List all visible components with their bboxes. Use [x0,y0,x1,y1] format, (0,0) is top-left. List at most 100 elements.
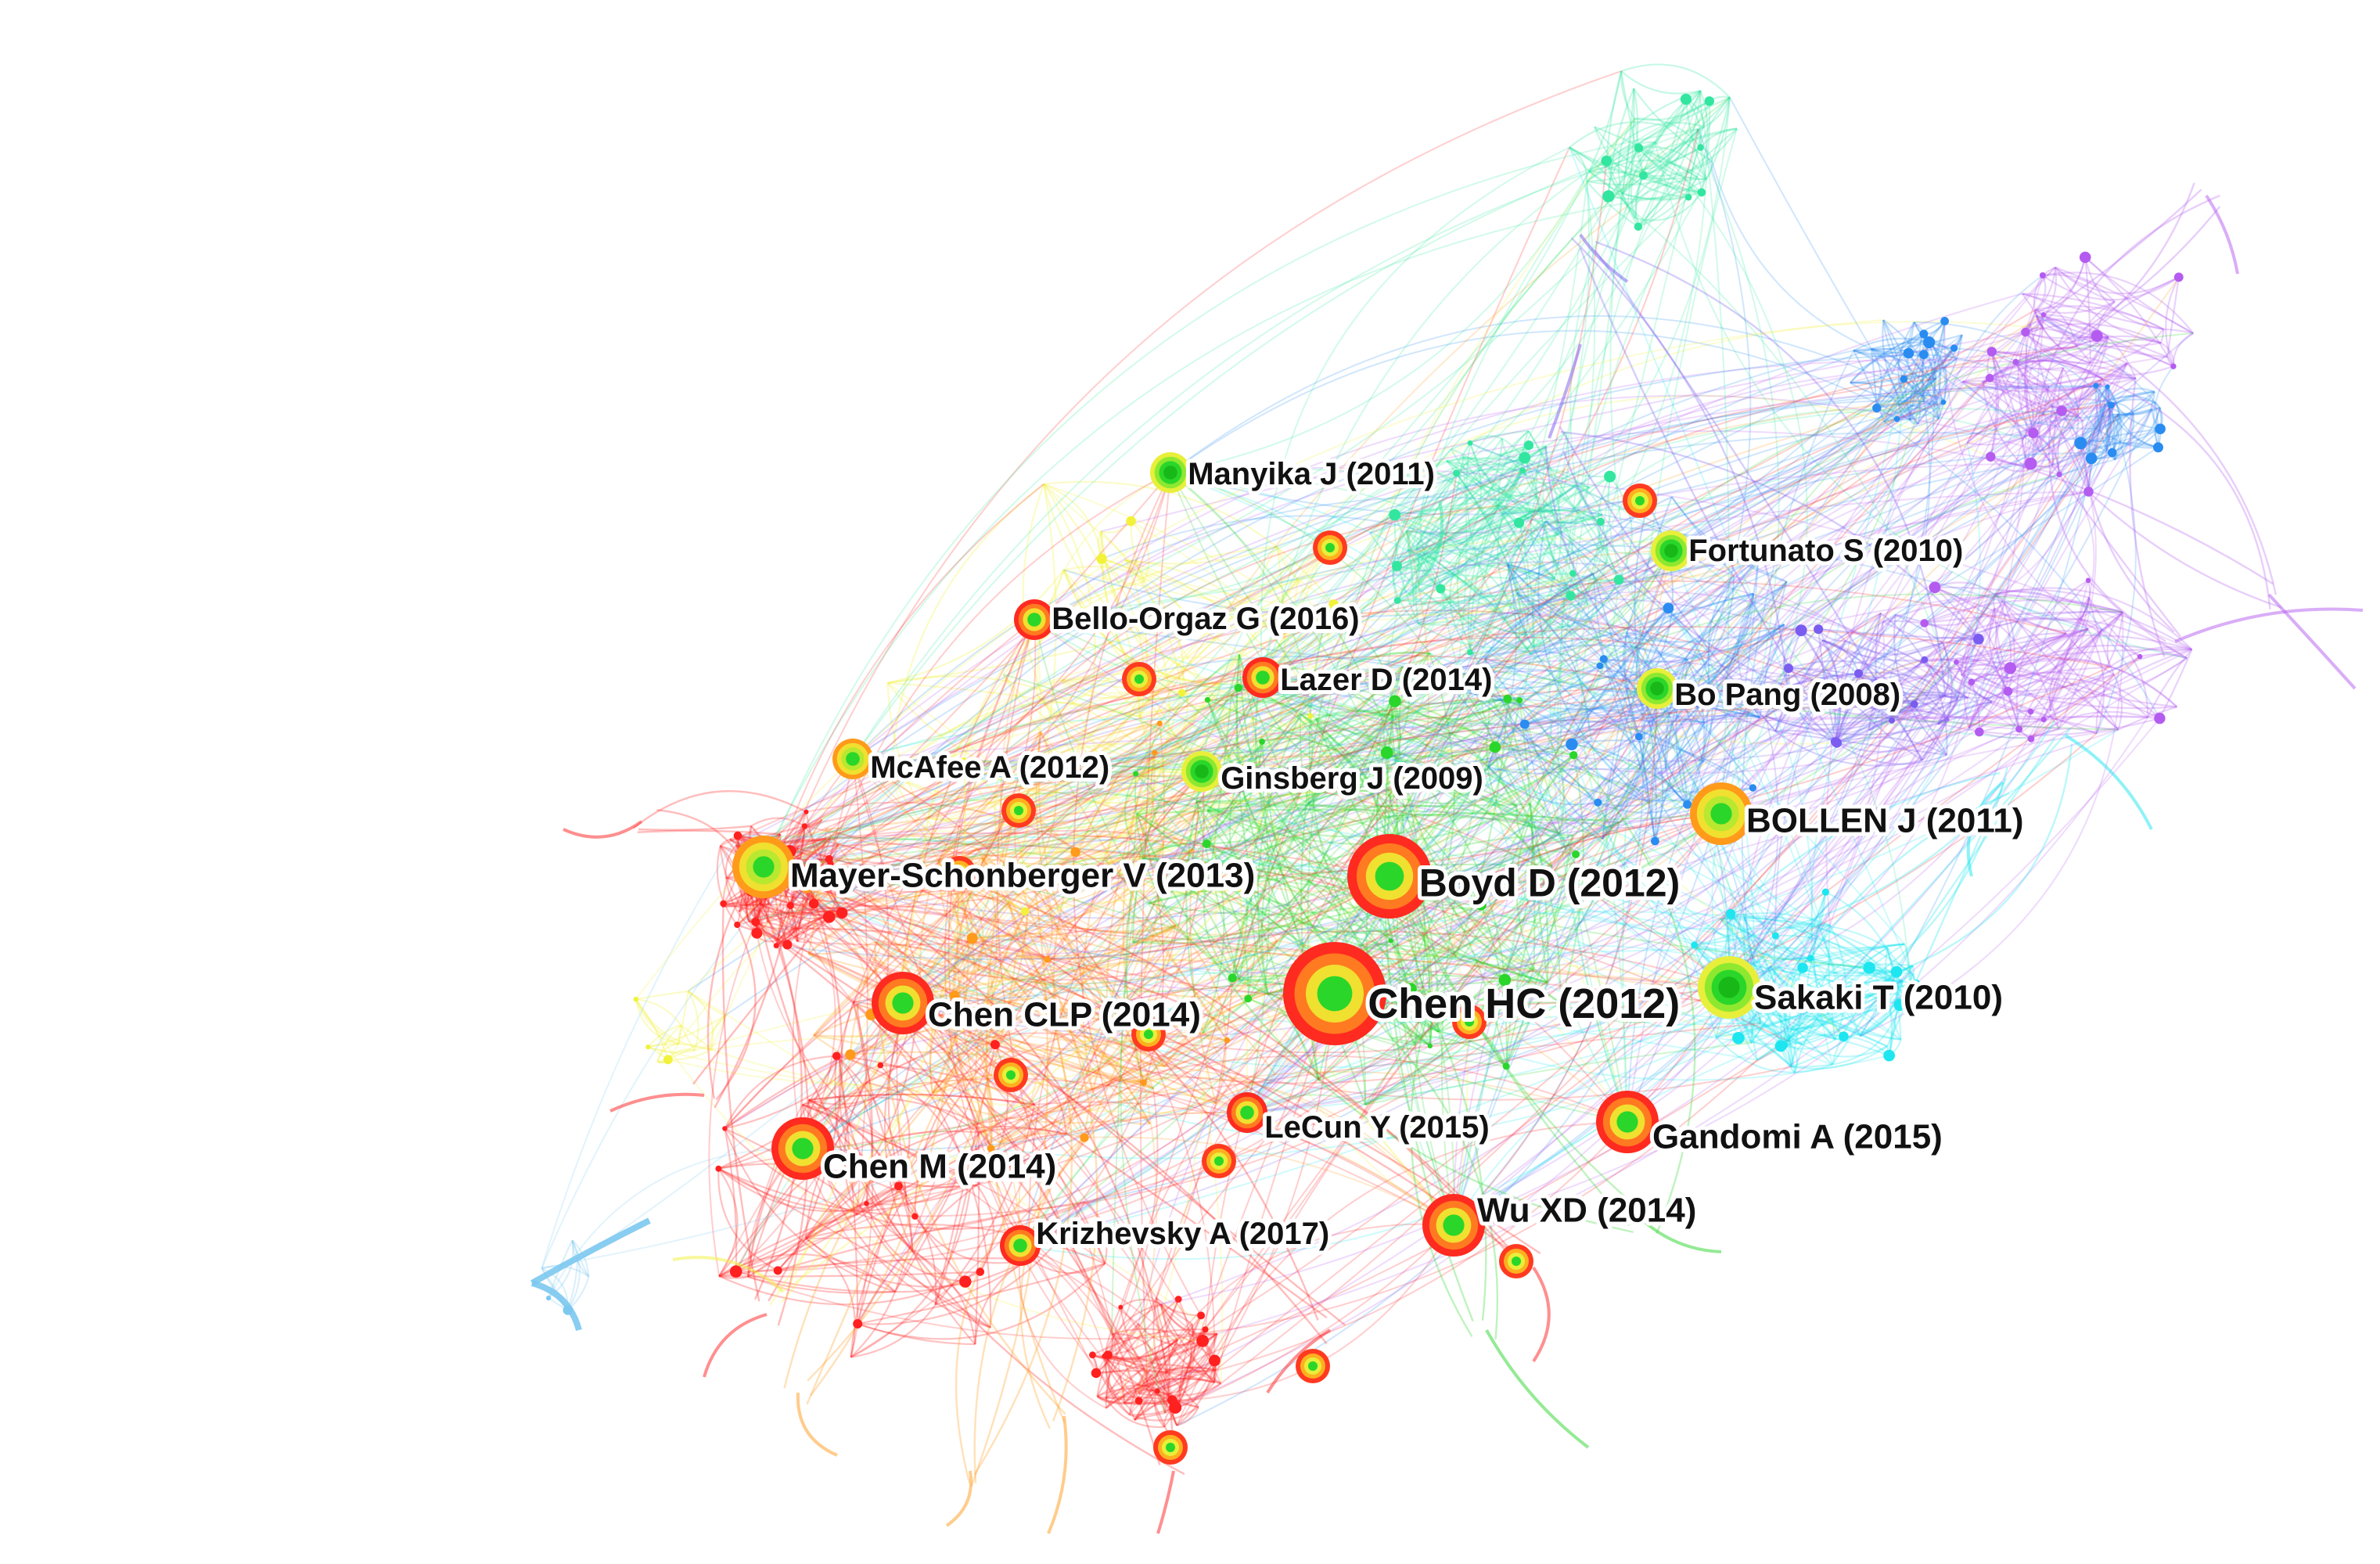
citation-edge [1970,681,1981,732]
citation-edge [747,1059,1758,1340]
network-node [1296,1349,1330,1383]
citation-edge [1559,697,1959,835]
citation-edge [1170,315,1937,473]
citation-edge [1334,401,2109,994]
citation-edge [1530,562,1608,655]
citation-edge [934,1132,980,1305]
citation-edge [1132,752,1388,944]
citation-edge [2051,367,2065,408]
network-node [2083,487,2094,497]
citation-edge [724,1128,738,1272]
citation-edge [2034,311,2174,368]
citation-edge [1966,781,2004,877]
network-node [1196,1334,1209,1347]
citation-edge [1919,658,2119,731]
citation-edge [1505,969,1535,1066]
citation-edge [808,1098,868,1204]
citation-edge [1968,678,2009,729]
citation-edge [775,908,843,947]
citation-edge [1104,1339,1178,1361]
citation-edge [1063,368,1936,618]
citation-edge [887,681,1141,718]
citation-edge [1602,491,2089,840]
network-node [2170,363,2177,369]
citation-edge [1170,171,1590,473]
citation-edge [1627,386,2109,1123]
citation-edge [2094,413,2119,430]
citation-edge [1545,520,2089,631]
citation-edge [890,772,1195,807]
citation-edge [1128,1339,1178,1415]
node-label-bopang: Bo Pang (2008) [1674,678,1900,712]
citation-edge [1831,737,2056,1066]
network-node [1940,399,1947,405]
citation-edge [1101,558,1845,1037]
citation-edge [1034,126,1705,620]
citation-edge [866,1184,977,1206]
citation-edge [915,813,1722,1217]
citation-edge [2094,415,2103,430]
citation-edge [894,875,1390,1293]
citation-edge [789,871,824,906]
citation-edge [1262,97,1731,678]
citation-edge [852,642,1943,762]
citation-edge [935,868,1155,1089]
citation-edge [1446,431,1566,466]
citation-edge [1744,916,1832,961]
node-label-fortunato: Fortunato S (2010) [1688,534,1963,568]
citation-edge [1694,944,1833,1066]
citation-edge [1573,688,1659,836]
citation-edge [1753,963,1782,1047]
citation-edge [1773,935,1790,1042]
network-node [1499,1244,1533,1278]
citation-edge [777,1201,1085,1271]
citation-edge [748,473,1458,922]
citation-edge [805,1237,856,1357]
network-node [1134,1397,1143,1405]
citation-edge [2163,328,2194,334]
citation-edge [1123,1364,1162,1404]
network-node [1732,1032,1745,1044]
citation-edge [1530,496,1556,579]
citation-edge [1519,699,1536,970]
citation-edge [1112,1333,1163,1365]
citation-edge [1654,141,1808,814]
citation-edge [1654,90,1702,142]
citation-edge [1039,765,1163,874]
citation-edge [1160,1364,1199,1408]
citation-edge [887,569,1065,685]
citation-edge [1123,773,1144,860]
citation-edge [1174,993,1336,1408]
citation-edge [1453,624,1785,1226]
citation-edge [852,717,1803,1045]
citation-edge [808,953,1021,1246]
network-node [1202,840,1211,848]
citation-edge [1065,677,1264,1134]
citation-edge [1829,959,1840,998]
citation-edge [1995,590,2089,630]
network-node [1392,560,1402,571]
citation-edge [1101,515,1655,676]
citation-edge [850,1001,874,1357]
network-node [2137,653,2143,660]
citation-edge [1525,573,1574,636]
citation-edge [1955,657,2188,700]
citation-edge [1569,146,1702,193]
citation-edge [1440,431,1566,590]
citation-edge [1895,613,1943,644]
citation-edge [1695,690,1760,719]
citation-edge [813,636,1709,904]
citation-edge [905,994,1165,1067]
citation-edge [1821,639,1842,742]
citation-edge [1921,321,1946,397]
citation-edge [1334,674,2115,994]
citation-edge [759,875,1390,960]
citation-edge [1857,636,1979,674]
citation-edge [1407,548,1442,589]
citation-edge [1392,482,1590,573]
citation-edge [914,1044,996,1217]
citation-edge [1775,729,1836,741]
citation-edge [1308,613,1431,1047]
citation-edge [1868,638,1979,732]
network-node [1929,581,1941,594]
